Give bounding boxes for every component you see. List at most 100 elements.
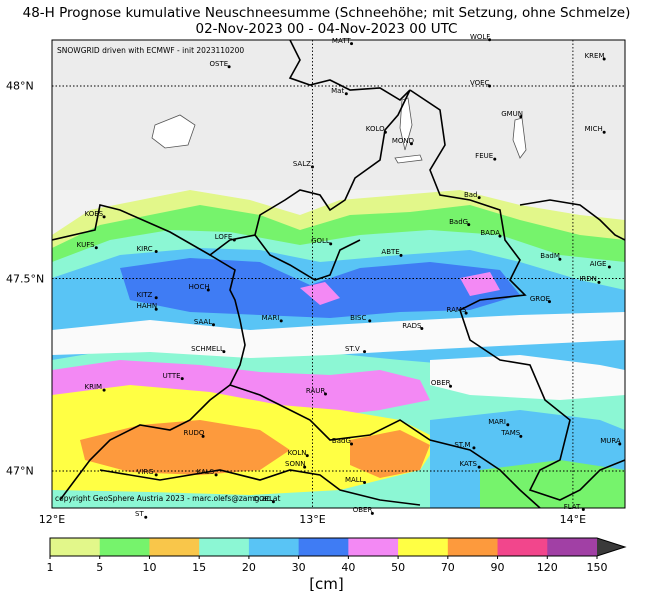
map-title: 48-H Prognose kumulative Neuschneesumme … [22,5,631,21]
snow-band-green-south [480,460,625,508]
city-marker [519,115,523,119]
colorbar-tick-label: 70 [440,561,455,574]
colorbar-tick-label: 120 [536,561,558,574]
city-marker [477,465,481,469]
city-marker [350,442,354,446]
city-label: ST [134,510,144,519]
city-label: KALS [196,467,215,476]
foreland-relief [52,40,625,190]
city-label: KIRC [136,244,153,253]
colorbar-unit: [cm] [309,575,344,593]
colorbar [49,537,627,559]
border-inner [254,234,361,281]
city-label: KATS [459,460,477,469]
city-marker [488,84,492,88]
city-marker [498,234,502,238]
latitude-label: 48°N [6,79,34,93]
longitude-label: 12°E [38,513,66,526]
colorbar-segment [547,538,598,556]
longitude-label: 14°E [559,513,587,526]
city-label: RADS [402,321,422,330]
city-label: FLAT [563,502,581,511]
city-marker [420,327,424,331]
colorbar-tick-label: 15 [192,561,207,574]
city-marker [154,296,158,300]
gridlines [52,40,625,508]
city-marker [344,92,348,96]
city-marker [558,257,562,261]
city-marker [581,508,585,511]
city-marker [370,511,374,515]
lake-attersee [399,97,413,151]
colorbar-segment [149,538,200,556]
city-marker [399,253,403,257]
city-label: MARI [488,417,506,426]
city-label: SALZ [292,159,311,168]
colorbar-segment [99,538,150,556]
model-source-note: SNOWGRID driven with ECMWF - init 202311… [57,46,245,55]
city-marker [222,350,226,354]
map-area [52,40,625,508]
colorbar-segment [447,538,499,556]
colorbar-tick-label: 150 [586,561,608,574]
city-marker [618,442,622,446]
city-label: MOND [391,136,414,145]
colorbar-segment [348,538,399,556]
city-marker [383,130,387,134]
city-marker [214,473,218,477]
city-label: KOLO [365,125,385,134]
lake-traunsee [512,117,527,159]
city-label: VIRG [136,467,154,476]
colorbar-tick-label: 20 [241,561,256,574]
city-marker [102,215,106,219]
border-carinthia-south [99,469,421,506]
city-marker [519,434,523,438]
city-label: TAMS [501,429,521,438]
city-label: KOES [84,209,104,218]
city-label: BADA [480,229,501,238]
city-marker [464,311,468,315]
colorbar-tick-label: 40 [341,561,356,574]
city-label: OBER [352,506,373,515]
colorbar-tick-label: 90 [490,561,505,574]
city-marker [144,515,148,519]
border-tyrol-salzburg [59,254,246,501]
colorbar-tick-label: 50 [391,561,406,574]
city-label: RAMS [446,306,467,315]
city-label: ST.M [454,440,471,449]
city-label: KRIM [84,383,103,392]
city-marker [448,384,452,388]
city-marker [607,265,611,269]
city-marker [506,423,510,427]
copyright-note: copyright GeoSphere Austria 2023 - marc.… [55,494,281,503]
city-label: HAHN [136,302,158,311]
city-label: ST.V [344,344,360,353]
border-bavaria-austria [52,40,411,256]
lake-wolfgangsee [394,154,423,164]
city-label: FEUE [475,152,494,161]
border-inner-east [519,199,625,241]
city-label: LOFE [214,233,233,241]
city-marker [305,454,309,458]
city-label: VOEC [469,79,490,87]
city-label: MATT [331,36,351,45]
colorbar-segment [50,538,101,556]
map-frame [51,39,626,509]
city-marker [102,388,106,392]
city-label: ABTE [381,248,400,257]
city-label: MALL [344,475,364,484]
snow-band-orange [350,430,430,478]
valley-white [52,312,625,358]
city-marker [154,307,158,311]
city-marker [154,250,158,254]
colorbar-tick-label: 5 [96,561,104,574]
city-marker [547,300,551,304]
city-label: HOCH [188,283,210,292]
city-marker [201,434,205,438]
city-label: RUDO [183,429,205,438]
city-label: KOLN [287,448,307,457]
city-label: SONN [285,460,306,469]
city-marker [477,196,481,200]
city-marker [602,57,606,61]
